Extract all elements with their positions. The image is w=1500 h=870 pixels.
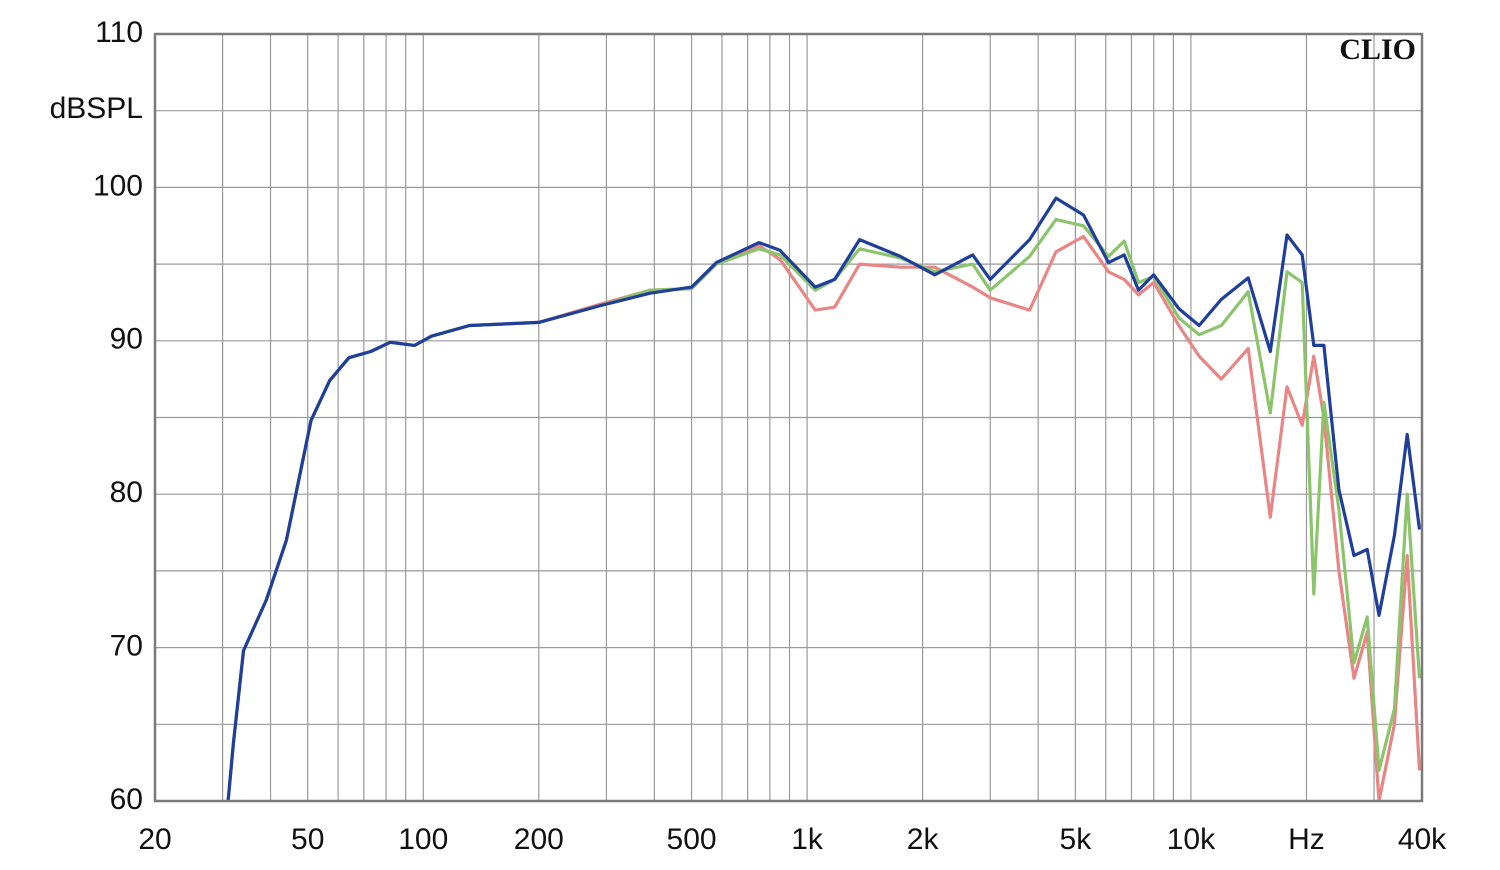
x-tick-label: 100: [398, 823, 448, 856]
x-tick-label: 40k: [1398, 823, 1447, 856]
x-tick-label: 10k: [1167, 823, 1216, 856]
y-tick-label: 70: [110, 630, 143, 663]
x-tick-label: 20: [138, 823, 171, 856]
y-tick-label: 60: [110, 783, 143, 816]
y-tick-label: 110: [95, 16, 143, 49]
y-axis-label: dBSPL: [50, 92, 143, 125]
plot-lines: [226, 196, 1422, 801]
x-tick-label: 200: [514, 823, 564, 856]
x-tick-label: 500: [667, 823, 717, 856]
x-tick-label: 2k: [907, 823, 940, 856]
x-tick-label: 5k: [1060, 823, 1093, 856]
plot-frame: [153, 32, 1424, 803]
x-tick-label: Hz: [1288, 823, 1325, 856]
series-line: [226, 196, 1422, 801]
x-tick-label: 50: [291, 823, 324, 856]
x-tick-label: 1k: [791, 823, 824, 856]
y-tick-label: 90: [110, 323, 143, 356]
y-tick-label: 100: [93, 169, 143, 202]
y-tick-label: 80: [110, 476, 143, 509]
chart-title: CLIO: [1339, 33, 1416, 66]
